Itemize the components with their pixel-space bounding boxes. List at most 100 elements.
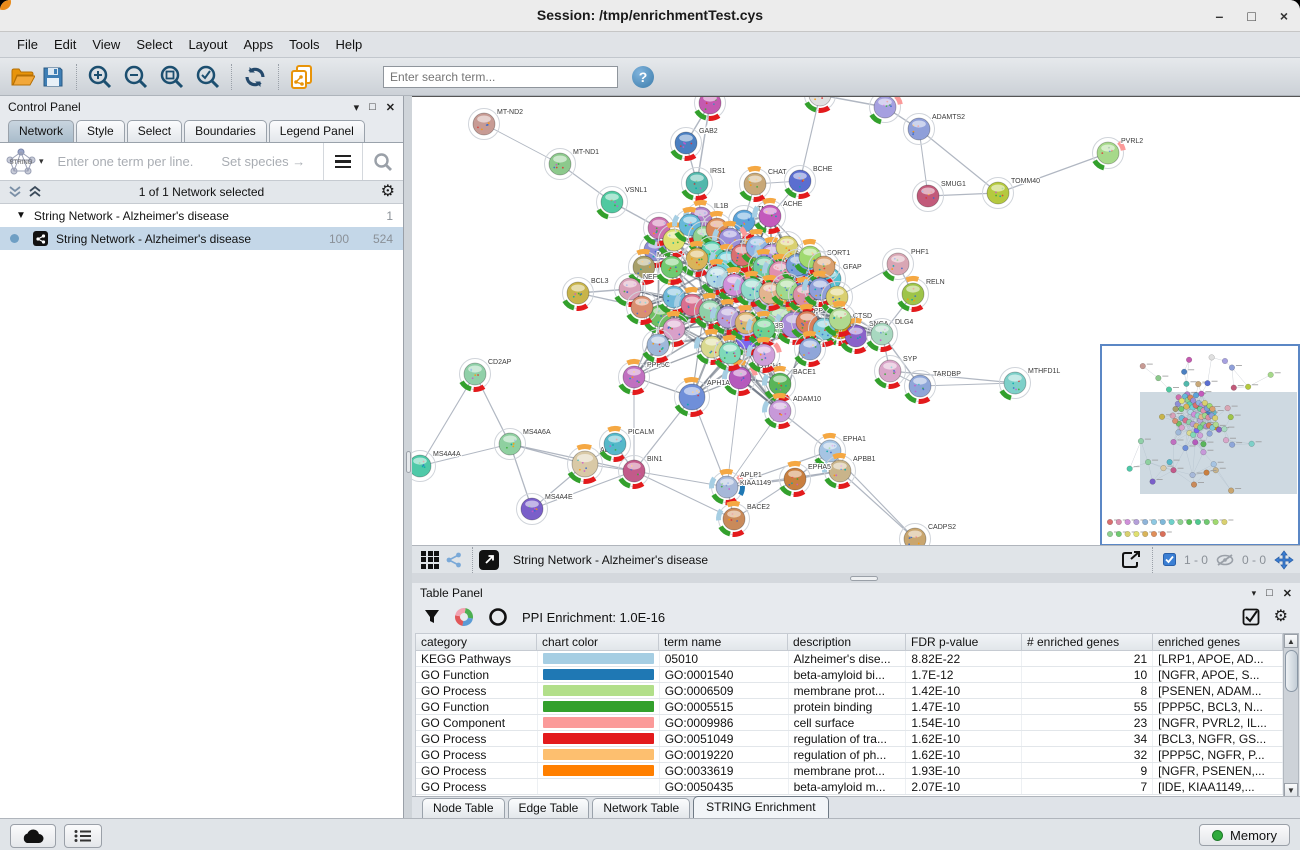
expand-all-icon[interactable] [28, 185, 44, 199]
network-node-pvrl2[interactable]: PVRL2 [1092, 137, 1144, 171]
network-node[interactable] [802, 271, 836, 307]
memory-button[interactable]: Memory [1199, 824, 1290, 846]
zoom-out-icon[interactable] [121, 63, 151, 91]
scroll-down-arrow[interactable]: ▼ [1284, 783, 1298, 797]
menu-file[interactable]: File [17, 37, 38, 52]
panel-menu-icon[interactable]: ▾ [353, 101, 360, 114]
menu-tools[interactable]: Tools [289, 37, 320, 52]
column-header-chart-color[interactable]: chart color [537, 633, 659, 651]
horizontal-splitter[interactable] [412, 573, 1300, 583]
open-session-button[interactable] [8, 63, 38, 91]
network-node[interactable] [714, 335, 746, 371]
network-node[interactable] [794, 331, 826, 367]
panel-float-icon[interactable]: □ [369, 101, 376, 113]
help-icon[interactable]: ? [632, 65, 654, 88]
export-network-icon[interactable] [1120, 550, 1142, 570]
network-node-phf1[interactable]: PHF1 [882, 248, 930, 282]
splitter-grip[interactable] [405, 451, 411, 473]
menu-edit[interactable]: Edit [53, 37, 77, 52]
tab-boundaries[interactable]: Boundaries [184, 120, 267, 142]
minimize-button[interactable]: – [1215, 8, 1224, 24]
network-node[interactable] [824, 301, 856, 337]
network-node-mt-nd1[interactable]: MT-ND1 [544, 148, 600, 180]
tab-string-enrichment[interactable]: STRING Enrichment [693, 796, 829, 818]
string-query-placeholder[interactable]: Enter one term per line. [57, 154, 194, 169]
table-row[interactable]: GO Process GO:0051049 regulation of tra...… [416, 731, 1283, 747]
network-options-gear-icon[interactable]: ⚙ [380, 183, 395, 200]
network-node-bin1[interactable]: BIN1 [618, 455, 664, 489]
network-node-bace2[interactable]: BACE2 [716, 501, 771, 537]
tab-style[interactable]: Style [76, 120, 125, 142]
network-node-mt-nd2[interactable]: MT-ND2 [468, 108, 524, 140]
table-row[interactable]: GO Process GO:0006509 membrane prot... 1.42… [416, 683, 1283, 699]
network-node[interactable] [642, 329, 674, 363]
zoom-in-icon[interactable] [85, 63, 115, 91]
import-network-icon[interactable] [287, 63, 317, 91]
zoom-selected-icon[interactable] [193, 63, 223, 91]
menu-select[interactable]: Select [136, 37, 173, 52]
table-row[interactable]: GO Process GO:0050435 beta-amyloid m... 2.0… [416, 779, 1283, 795]
tab-select[interactable]: Select [126, 120, 183, 142]
string-search-icon[interactable] [363, 152, 403, 172]
table-row[interactable]: GO Component GO:0009986 cell surface 1.54E-… [416, 715, 1283, 731]
menu-help[interactable]: Help [335, 37, 363, 52]
network-node-chat[interactable]: CHAT [739, 166, 788, 202]
table-row[interactable]: GO Function GO:0005515 protein binding 1.47… [416, 699, 1283, 715]
table-scrollbar[interactable]: ▲ ▼ [1283, 633, 1299, 798]
network-node-tomm40[interactable]: TOMM40 [982, 177, 1041, 209]
birds-eye-view[interactable] [1100, 344, 1300, 545]
tab-node-table[interactable]: Node Table [422, 798, 505, 818]
network-node-smug1[interactable]: SMUG1 [912, 180, 967, 212]
maximize-button[interactable]: □ [1247, 8, 1256, 24]
network-node-cd2ap[interactable]: CD2AP [459, 358, 513, 392]
ring-chart-icon[interactable] [488, 607, 508, 627]
selected-nodes-icon[interactable] [1162, 553, 1176, 566]
network-node-mthfd1l[interactable]: MTHFD1L [999, 367, 1061, 401]
network-node-dlg4[interactable]: DLG4 [866, 318, 914, 352]
network-node[interactable] [656, 251, 688, 285]
cloud-tasks-button[interactable] [10, 824, 56, 848]
network-node-tardbp[interactable]: TARDBP [904, 370, 962, 404]
network-node-adam10[interactable]: ADAM10 [762, 393, 822, 429]
menu-view[interactable]: View [92, 37, 121, 52]
network-node[interactable] [746, 311, 780, 347]
string-logo-icon[interactable]: STRING ▾ [0, 148, 50, 176]
splitter-grip-h[interactable] [850, 575, 878, 581]
network-node-bcl3[interactable]: BCL3 [562, 277, 610, 311]
tab-network-table[interactable]: Network Table [592, 798, 691, 818]
zoom-fit-icon[interactable] [157, 63, 187, 91]
network-node[interactable] [808, 251, 840, 285]
network-node-syp[interactable]: SYP [874, 355, 918, 389]
network-node-ms4a4e[interactable]: MS4A4E [516, 493, 574, 525]
column-header-term-name[interactable]: term name [659, 633, 788, 651]
table-row[interactable]: GO Function GO:0001540 beta-amyloid bi... 1… [416, 667, 1283, 683]
viewport-rectangle[interactable] [1140, 392, 1297, 494]
network-node-reln[interactable]: RELN [897, 276, 946, 312]
network-node-bche[interactable]: BCHE [784, 165, 834, 199]
network-node-ache[interactable]: ACHE [752, 198, 804, 234]
network-node[interactable] [643, 212, 675, 246]
search-input[interactable] [383, 65, 618, 88]
pan-navigate-icon[interactable] [1274, 549, 1294, 570]
network-node[interactable] [746, 337, 782, 373]
network-node[interactable] [694, 293, 726, 329]
table-panel-float-icon[interactable]: □ [1266, 587, 1273, 599]
network-node[interactable] [794, 239, 826, 275]
network-node-gab2[interactable]: GAB2 [670, 127, 719, 161]
tab-network[interactable]: Network [8, 120, 75, 142]
network-node-ms4a4a[interactable]: MS4A4A [412, 450, 462, 482]
chart-color-icon[interactable] [454, 607, 474, 627]
network-node-epha5[interactable]: EPHA5 [779, 461, 832, 497]
detach-view-icon[interactable] [479, 549, 499, 570]
scroll-up-arrow[interactable]: ▲ [1284, 634, 1298, 648]
column-header-enriched-genes[interactable]: enriched genes [1153, 633, 1283, 651]
tab-legend-panel[interactable]: Legend Panel [268, 120, 365, 142]
network-node[interactable] [658, 311, 690, 347]
menu-apps[interactable]: Apps [243, 37, 274, 52]
table-row[interactable]: KEGG Pathways 05010 Alzheimer's dise... 8.8… [416, 651, 1283, 667]
network-node-picalm[interactable]: PICALM [599, 426, 655, 462]
network-node-aph1a[interactable]: APH1A [674, 377, 731, 417]
network-node[interactable] [804, 97, 836, 113]
share-view-icon[interactable] [442, 546, 466, 574]
network-node-ms4a6a[interactable]: MS4A6A [494, 428, 552, 460]
